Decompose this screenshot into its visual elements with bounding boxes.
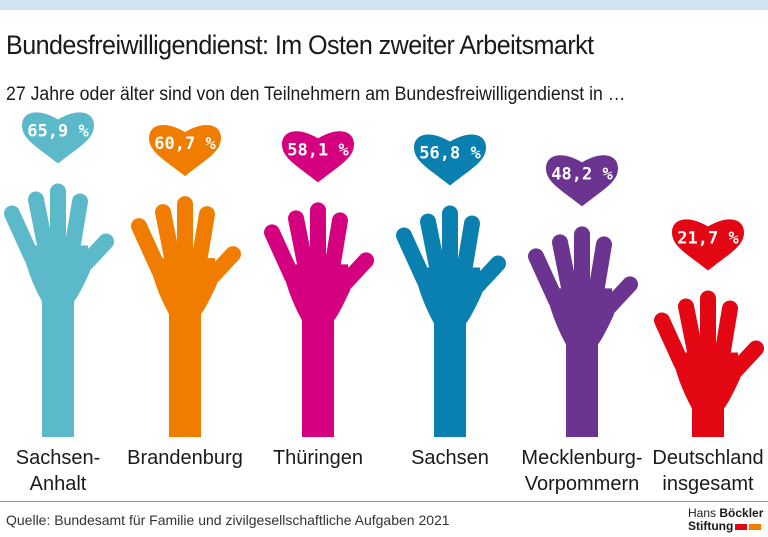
finger [714,300,738,365]
pictogram-chart: 65,9 % Sachsen- Anhalt 60,7 % Brandenburg 58,… [4,112,764,495]
category-label: Vorpommern [525,473,640,495]
palm [550,288,614,345]
data-label: 58,1 % [287,140,349,160]
palm [153,258,217,315]
category-label: Mecklenburg- [521,447,642,469]
heart-icon [22,112,94,164]
finger [155,204,181,271]
top-bar [0,0,768,10]
hand-bar: 56,8 % [396,134,506,437]
hand-bar: 65,9 % [4,112,114,437]
chart-subtitle: 27 Jahre oder älter sind von den Teilneh… [6,84,626,105]
palm [676,352,740,409]
finger [456,215,480,280]
finger [64,193,88,258]
category-label: insgesamt [662,473,754,495]
category-label: Brandenburg [127,447,243,469]
arm [566,336,598,437]
hand-bar: 21,7 % [654,219,764,437]
palm [26,245,90,302]
arm [169,306,201,437]
heart-icon [672,219,744,271]
category-label: Deutschland [652,447,763,469]
data-label: 56,8 % [419,144,481,164]
data-label: 65,9 % [27,122,89,142]
data-label: 48,2 % [551,164,613,184]
heart-icon [546,155,618,207]
category-label: Sachsen [411,447,489,469]
finger [191,206,215,271]
finger [588,236,612,301]
finger [420,213,446,280]
hans-boeckler-logo: Hans Böckler Stiftung [688,506,764,533]
source-note: Quelle: Bundesamt für Familie und zivilg… [6,512,450,528]
divider [0,501,768,502]
hand-bar: 58,1 % [264,131,374,437]
category-label: Sachsen- [16,447,101,469]
arm [42,293,74,437]
arm [434,315,466,437]
finger [678,298,704,365]
finger [288,210,314,277]
heart-icon [149,125,221,177]
palm [418,267,482,324]
palm [286,264,350,321]
data-label: 21,7 % [677,228,739,248]
heart-icon [414,134,486,186]
category-label: Thüringen [273,447,363,469]
hand-bar: 60,7 % [131,125,241,437]
finger [324,212,348,277]
data-label: 60,7 % [154,134,216,154]
chart-title: Bundesfreiwilligendienst: Im Osten zweit… [6,30,594,60]
arm [302,312,334,437]
finger [28,191,54,258]
hand-bar: 48,2 % [528,155,638,437]
category-label: Anhalt [30,473,87,495]
arm [692,400,724,437]
heart-icon [282,131,354,183]
finger [552,234,578,301]
